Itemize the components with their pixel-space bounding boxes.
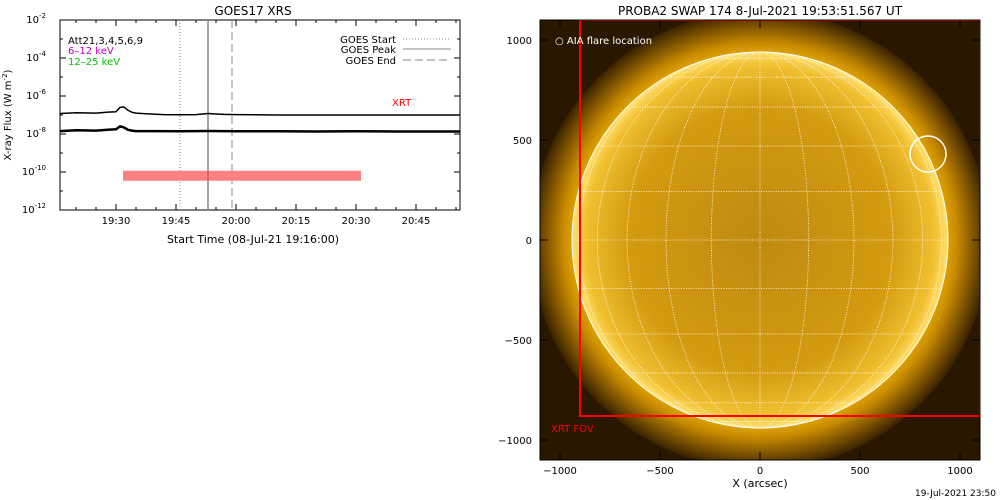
xrt-observation-bar <box>123 170 361 181</box>
swap-y-tick-label: 500 <box>513 136 532 147</box>
energy-high-annotation: 12–25 keV <box>68 57 120 68</box>
heliographic-grid <box>571 51 949 429</box>
goes-x-axis: 19:30 19:45 20:00 20:15 20:30 20:45 <box>75 20 457 227</box>
goes-x-tick-label: 20:45 <box>402 216 431 227</box>
legend-goes-end-label: GOES End <box>346 56 396 67</box>
footer-timestamp: 19-Jul-2021 23:50 <box>915 489 996 499</box>
goes-series-group <box>59 106 460 133</box>
goes-y-axis-label: X-ray Flux (W m-2) <box>1 69 14 160</box>
swap-x-tick-label: −1000 <box>543 466 577 477</box>
longitude-line <box>665 51 761 429</box>
swap-x-tick-label: 500 <box>850 466 869 477</box>
goes-x-tick-label: 20:00 <box>222 216 251 227</box>
swap-image-chart: PROBA2 SWAP 174 8-Jul-2021 19:53:51.567 … <box>498 4 981 490</box>
goes-x-tick-label: 20:30 <box>342 216 371 227</box>
swap-x-tick-label: 1000 <box>947 466 972 477</box>
legend-goes-peak-label: GOES Peak <box>341 45 396 56</box>
longitude-line <box>759 51 810 429</box>
goes-y-tick-label: 10-4 <box>26 50 46 64</box>
longitude-line <box>759 51 924 429</box>
swap-x-axis-label: X (arcsec) <box>732 477 787 490</box>
goes-xrs-chart: GOES17 XRS 19:30 19:45 20:00 20:15 20:30 20:4… <box>1 4 461 246</box>
swap-y-axis: 1000 500 0 −500 −1000 <box>498 36 980 447</box>
swap-legend-label: ○ AIA flare location <box>555 36 652 47</box>
goes-x-tick-label: 19:30 <box>102 216 131 227</box>
goes-y-tick-label: 10-8 <box>26 126 46 140</box>
goes-y-tick-label: 10-6 <box>26 88 46 102</box>
xrt-annotation: XRT <box>392 98 412 109</box>
energy-low-annotation: 6–12 keV <box>68 46 114 57</box>
swap-title: PROBA2 SWAP 174 8-Jul-2021 19:53:51.567 … <box>618 4 903 18</box>
swap-x-tick-label: −500 <box>646 466 673 477</box>
goes-series-line <box>59 106 460 116</box>
swap-x-axis: −1000 −500 0 500 1000 <box>543 20 973 477</box>
swap-y-tick-label: −1000 <box>498 436 532 447</box>
goes-title: GOES17 XRS <box>214 4 291 18</box>
goes-y-axis: 10-2 10-4 10-6 10-8 10-10 10-12 <box>22 12 460 216</box>
xrt-fov-label: XRT FOV <box>551 424 594 435</box>
goes-x-tick-label: 19:45 <box>162 216 191 227</box>
longitude-line <box>596 51 761 429</box>
attenuator-annotation: Att21,3,4,5,6,9 <box>68 36 143 47</box>
goes-legend: GOES Start GOES Peak GOES End <box>340 35 451 67</box>
longitude-line <box>710 51 761 429</box>
swap-y-tick-label: −500 <box>505 336 532 347</box>
xrt-fov-box <box>579 20 980 417</box>
goes-x-tick-label: 20:15 <box>282 216 311 227</box>
aia-flare-location-marker <box>909 135 947 173</box>
goes-x-axis-label: Start Time (08-Jul-21 19:16:00) <box>167 233 339 246</box>
swap-x-tick-label: 0 <box>757 466 763 477</box>
longitude-line <box>578 51 761 429</box>
goes-series-line <box>59 125 460 133</box>
goes-y-tick-label: 10-10 <box>22 164 46 178</box>
goes-y-tick-label: 10-12 <box>22 202 46 216</box>
legend-goes-start-label: GOES Start <box>340 35 396 46</box>
longitude-line <box>759 51 942 429</box>
swap-y-tick-label: 0 <box>526 236 532 247</box>
longitude-line <box>759 51 855 429</box>
goes-y-tick-label: 10-2 <box>26 12 46 26</box>
swap-y-tick-label: 1000 <box>507 36 532 47</box>
